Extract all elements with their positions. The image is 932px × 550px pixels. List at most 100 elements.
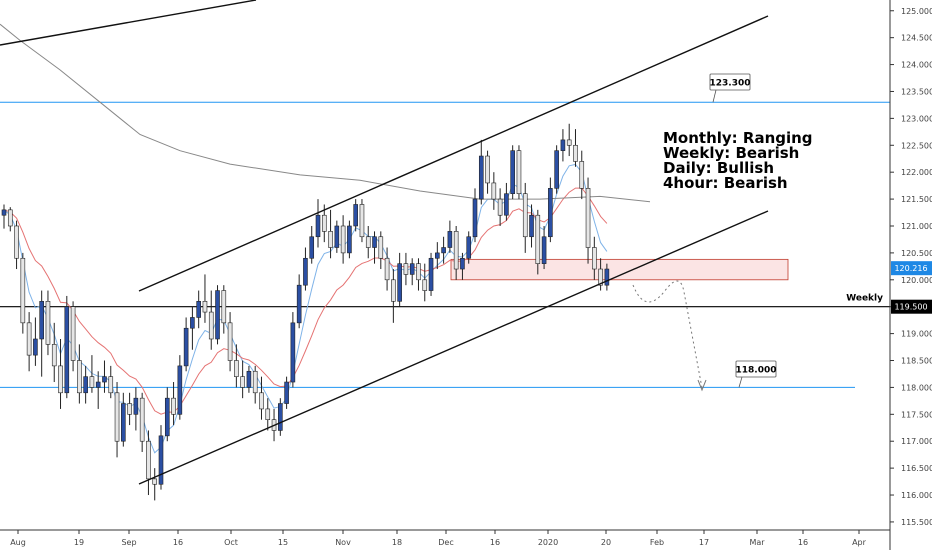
ma-layer <box>0 23 651 454</box>
candle-down <box>416 263 421 281</box>
y-tick-label: 116.500 <box>901 464 932 473</box>
candle-up <box>284 381 289 404</box>
callout-123300: 123.300 <box>710 73 751 103</box>
candle-down <box>321 214 327 232</box>
candle-down <box>453 231 459 270</box>
y-tick-label: 121.500 <box>901 195 932 204</box>
candle-up <box>190 317 195 329</box>
x-tick-label: Nov <box>335 538 351 547</box>
candle-down <box>585 188 591 248</box>
candle-down <box>26 322 32 356</box>
candle-up <box>353 204 358 227</box>
candle-down <box>566 139 572 146</box>
y-tick-label: 118.000 <box>901 383 932 392</box>
candle-up <box>397 263 402 302</box>
y-tick-label: 115.500 <box>901 518 932 527</box>
candle-down <box>58 365 63 394</box>
y-tick-label: 120.500 <box>901 249 932 258</box>
candle-down <box>45 301 51 345</box>
candle-up <box>529 214 534 238</box>
candle-up <box>548 188 553 238</box>
candle-up <box>409 263 415 275</box>
candle-down <box>51 344 57 367</box>
y-tick-label: 122.000 <box>901 168 932 177</box>
channel-upper-line <box>138 15 769 292</box>
weekly-price-badge-text: 119.500 <box>894 303 927 312</box>
candle-up <box>290 322 296 383</box>
callout-118000: 118.000 <box>736 360 777 388</box>
y-tick-label: 119.000 <box>901 330 932 339</box>
x-tick-label: Aug <box>10 538 26 547</box>
callout-118000-pointer <box>738 376 743 388</box>
candle-up <box>133 397 139 415</box>
candle-down <box>485 155 490 184</box>
candle-up <box>315 214 321 238</box>
candle-up <box>460 257 465 270</box>
candle-down <box>573 144 578 162</box>
weekly-price-badge <box>891 299 932 314</box>
candle-down <box>208 311 214 340</box>
callout-123300-text: 123.300 <box>710 79 751 89</box>
candle-up <box>296 284 302 324</box>
candle-down <box>359 204 365 238</box>
candle-down <box>146 440 151 480</box>
x-tick-label: 16 <box>173 538 183 547</box>
x-tick-label: 15 <box>278 538 288 547</box>
candle-up <box>504 193 509 216</box>
candle-up <box>33 338 38 356</box>
candle-up <box>309 236 315 259</box>
candle-up <box>541 236 547 264</box>
candle-down <box>221 290 227 324</box>
projection-path <box>632 280 703 389</box>
y-tick-label: 117.500 <box>901 410 932 419</box>
candle-down <box>497 198 503 216</box>
candle-down <box>365 236 371 248</box>
candle-down <box>259 392 264 410</box>
y-tick-label: 121.000 <box>901 222 932 231</box>
y-tick-label: 125.000 <box>901 7 932 16</box>
trendline-top-left <box>0 0 257 46</box>
candle-up <box>478 155 484 200</box>
candle-down <box>70 306 76 361</box>
candle-down <box>139 397 145 442</box>
current-price-badge <box>891 261 932 276</box>
channel-lower-line <box>138 210 769 485</box>
candle-down <box>108 376 114 394</box>
weekly-label: Weekly <box>846 294 883 304</box>
x-tick-label: 16 <box>798 538 808 547</box>
candle-down <box>535 214 541 264</box>
x-tick-label: 18 <box>392 538 402 547</box>
candle-down <box>522 193 528 238</box>
bias-annotation-0: Monthly: Ranging <box>663 129 813 147</box>
candle-up <box>510 150 515 195</box>
y-tick-label: 123.500 <box>901 87 932 96</box>
candle-down <box>77 360 82 394</box>
candle-up <box>215 290 220 340</box>
candle-up <box>1 209 7 216</box>
y-tick-label: 118.500 <box>901 357 932 366</box>
candle-down <box>328 231 333 248</box>
candle-down <box>14 225 19 259</box>
y-tick-label: 117.000 <box>901 437 932 446</box>
candle-up <box>164 397 170 437</box>
candle-up <box>278 403 283 431</box>
candle-up <box>466 236 472 259</box>
candle-up <box>554 150 559 189</box>
candle-down <box>378 236 384 259</box>
candle-up <box>95 381 101 388</box>
candle-down <box>340 225 346 254</box>
candle-up <box>64 306 70 394</box>
ma-slow-line <box>0 23 651 203</box>
candle-up <box>177 365 183 415</box>
x-tick-label: Mar <box>749 538 765 547</box>
candle-up <box>158 435 164 485</box>
y-tick-label: 124.500 <box>901 34 932 43</box>
candle-down <box>240 376 245 388</box>
x-tick-label: 17 <box>699 538 709 547</box>
candle-up <box>83 376 88 394</box>
candle-down <box>7 209 13 227</box>
projection-arrowhead <box>697 379 707 392</box>
x-tick-label: 2020 <box>538 538 558 547</box>
candle-down <box>491 182 497 200</box>
